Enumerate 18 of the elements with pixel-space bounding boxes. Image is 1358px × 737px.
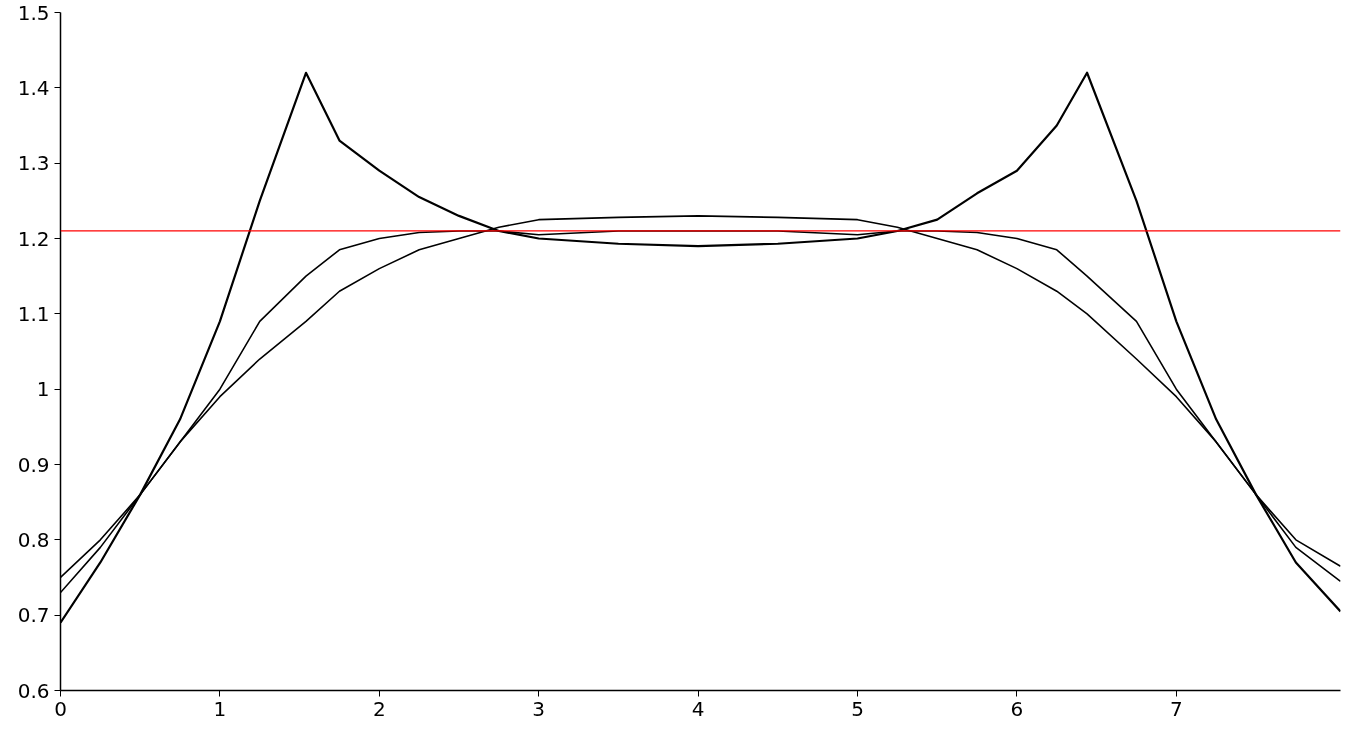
y-tick-label: 0.9 xyxy=(17,452,50,477)
x-tick-label: 5 xyxy=(851,696,864,721)
x-tick-label: 4 xyxy=(691,696,705,721)
y-tick-label: 0.8 xyxy=(17,527,50,552)
x-tick-label: 7 xyxy=(1169,696,1183,721)
y-tick-label: 1 xyxy=(36,377,50,402)
y-tick-label: 0.6 xyxy=(17,678,50,703)
y-tick-label: 1.1 xyxy=(17,301,50,326)
x-tick-label: 3 xyxy=(532,696,546,721)
y-tick-label: 1.3 xyxy=(17,151,50,176)
x-tick-label: 6 xyxy=(1010,696,1024,721)
y-tick-label: 1.5 xyxy=(17,0,50,25)
y-tick-label: 0.7 xyxy=(17,603,50,628)
y-tick-label: 1.4 xyxy=(17,75,50,100)
x-tick-label: 0 xyxy=(54,696,67,721)
x-tick-label: 2 xyxy=(372,696,386,721)
x-tick-label: 1 xyxy=(213,696,227,721)
y-tick-label: 1.2 xyxy=(17,226,50,251)
